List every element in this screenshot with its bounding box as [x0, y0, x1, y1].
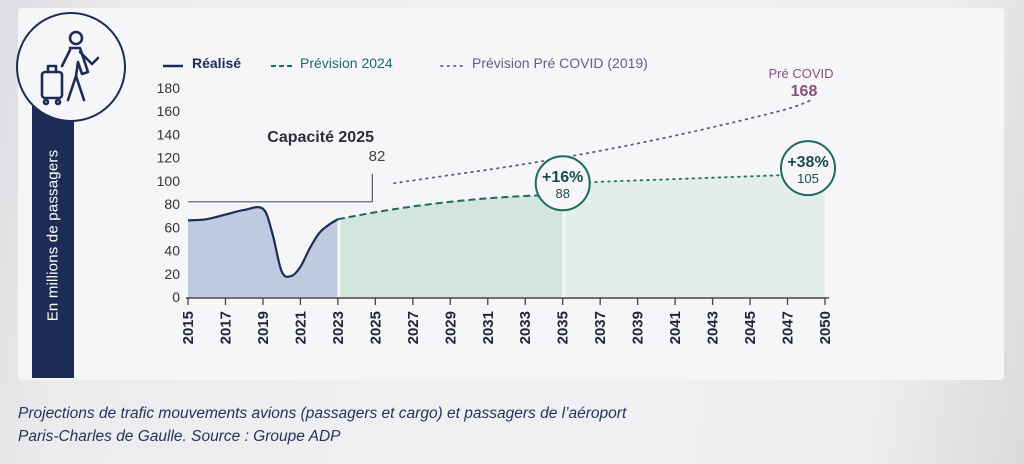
- traveler-with-luggage-icon: [40, 30, 100, 106]
- growth-badge-pct: +16%: [542, 169, 583, 186]
- x-tick-label: 2023: [330, 311, 347, 344]
- capacity-label: Capacité 2025: [267, 129, 374, 146]
- area-prevision-2035-2050: [563, 171, 825, 297]
- growth-badge-value: 105: [797, 171, 819, 186]
- x-tick-label: 2039: [630, 311, 647, 344]
- x-tick-label: 2017: [217, 311, 234, 344]
- x-tick-label: 2015: [180, 311, 197, 344]
- growth-badge-circle: [534, 155, 591, 212]
- legend-label-precovid: Prévision Pré COVID (2019): [472, 55, 648, 71]
- sidebar-band: [32, 92, 74, 378]
- annotations: Capacité 2025 82 +16%88 +38%105 Pré COVID 168: [267, 66, 836, 212]
- area-realise: [188, 207, 338, 297]
- x-tick-label: 2027: [405, 311, 422, 344]
- line-precovid: [393, 98, 814, 185]
- y-tick-label: 20: [164, 266, 180, 282]
- y-axis: 0 20 40 60 80 100 120 140 160 180: [157, 80, 181, 305]
- chart-areas: [188, 171, 825, 297]
- x-tick-label: 2050: [817, 311, 834, 344]
- figure-caption: Projections de trafic mouvements avions …: [18, 402, 998, 448]
- caption-line-1: Projections de trafic mouvements avions …: [18, 405, 627, 422]
- traveler-icon: [16, 12, 126, 122]
- y-tick-label: 60: [164, 219, 180, 235]
- x-tick-label: 2033: [517, 311, 534, 344]
- x-tick-label: 2041: [667, 311, 684, 344]
- x-tick-label: 2047: [780, 311, 797, 344]
- y-tick-label: 100: [157, 173, 181, 189]
- y-tick-label: 0: [172, 289, 180, 305]
- line-realise: [187, 206, 339, 278]
- x-tick-label: 2019: [255, 311, 272, 344]
- growth-badge-value: 88: [555, 186, 569, 201]
- precovid-value: 168: [791, 83, 818, 100]
- y-tick-label: 80: [164, 196, 180, 212]
- growth-badge-circle: [780, 140, 836, 197]
- x-tick-label: 2037: [592, 311, 609, 344]
- legend-label-realise: Réalisé: [192, 55, 241, 71]
- passenger-chart: 0 20 40 60 80 100 120 140 160 180 2015 2017 2019 202…: [157, 55, 836, 344]
- chart-card: [18, 8, 1004, 380]
- x-tick-label: 2031: [480, 311, 497, 344]
- line-prevision-2024: [337, 193, 563, 221]
- growth-badge-pct: +38%: [787, 154, 828, 171]
- area-prevision-2024: [337, 194, 563, 297]
- capacity-2025-line: [188, 173, 373, 203]
- y-tick-label: 160: [157, 103, 181, 119]
- capacity-line: [188, 173, 373, 203]
- x-tick-label: 2021: [292, 311, 309, 344]
- x-axis: 2015 2017 2019 2021 2023 2025 2027 2029 2031 2033…: [180, 297, 834, 344]
- chart-lines: [187, 98, 814, 278]
- y-tick-label: 120: [157, 150, 181, 166]
- caption-line-2: Paris-Charles de Gaulle. Source : Groupe…: [18, 428, 341, 445]
- y-tick-label: 40: [164, 243, 180, 259]
- legend-label-prevision: Prévision 2024: [300, 55, 393, 71]
- legend: Réalisé Prévision 2024 Prévision Pré COVID…: [163, 55, 648, 71]
- line-prevision-2035-2050: [587, 173, 800, 184]
- precovid-label: Pré COVID: [768, 66, 833, 81]
- y-tick-label: 140: [157, 126, 181, 142]
- capacity-value: 82: [369, 148, 386, 165]
- x-tick-label: 2025: [367, 311, 384, 344]
- x-tick-label: 2035: [555, 311, 572, 344]
- x-tick-label: 2045: [742, 311, 759, 344]
- y-tick-label: 180: [157, 80, 181, 96]
- x-tick-label: 2029: [442, 311, 459, 344]
- x-tick-label: 2043: [705, 311, 722, 344]
